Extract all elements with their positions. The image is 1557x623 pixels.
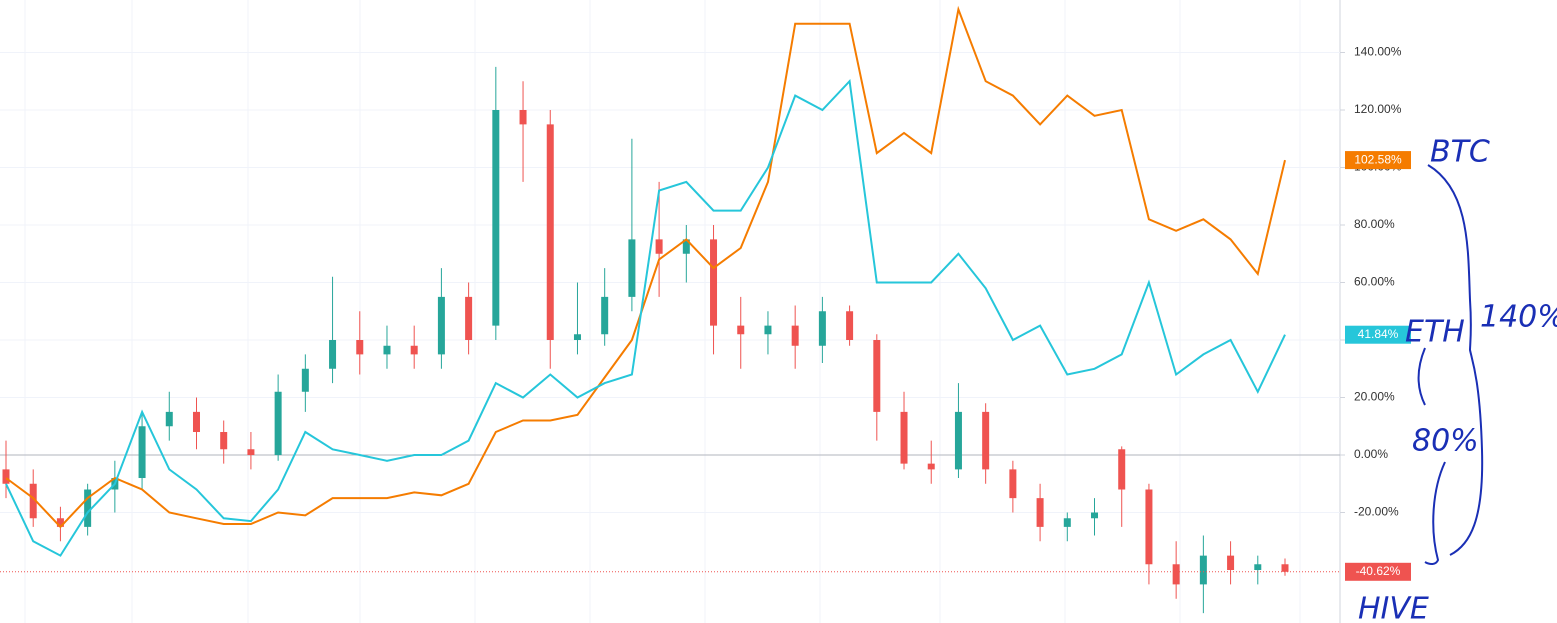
candle-body [274, 391, 282, 456]
candle-body [410, 345, 418, 355]
handwritten-label: BTC [1430, 135, 1490, 170]
candle-body [465, 296, 473, 341]
candle-body [954, 411, 962, 470]
y-tick-label: 0.00% [1354, 447, 1388, 461]
candle-body [1145, 489, 1153, 565]
line-series [5, 78, 1286, 557]
candle-body [329, 340, 337, 369]
candle-body [791, 325, 799, 346]
candle-body [138, 426, 146, 479]
candle-body [682, 239, 690, 254]
candle-body [1009, 469, 1017, 499]
last-value-box [1345, 151, 1411, 170]
candle-body [192, 411, 200, 433]
y-tick-label: 20.00% [1354, 390, 1395, 404]
y-tick-label: 140.00% [1354, 45, 1402, 59]
candle-body [737, 325, 745, 335]
vertical-grid [24, 0, 1301, 623]
handwritten-braces [1417, 164, 1484, 566]
y-tick-label: 80.00% [1354, 217, 1395, 231]
candle-body [1091, 512, 1099, 519]
candle-body [383, 345, 391, 355]
y-tick-label: 120.00% [1354, 102, 1402, 116]
candle-body [601, 296, 609, 335]
handwritten-label: 140% [1480, 300, 1557, 335]
candle-body [1036, 498, 1044, 527]
candle-body [1227, 555, 1235, 571]
y-tick-label: -20.00% [1354, 505, 1399, 519]
candle-body [1063, 518, 1071, 527]
candle-body [1254, 564, 1262, 571]
candle-body [1199, 555, 1207, 585]
candle-body [655, 239, 663, 254]
candle-body [1172, 564, 1180, 585]
y-tick-label: 60.00% [1354, 275, 1395, 289]
handwritten-label: 80% [1412, 424, 1479, 459]
candle-body [84, 489, 92, 527]
line-series [5, 5, 1286, 529]
candle-body [519, 110, 527, 125]
candle-body [628, 239, 636, 297]
candle-body [437, 296, 445, 355]
candle-body [846, 311, 854, 341]
candle-body [900, 411, 908, 464]
candle-body [29, 483, 37, 519]
candle-body [710, 239, 718, 326]
candle-body [492, 110, 500, 326]
candle-body [1281, 564, 1289, 572]
candle-body [927, 463, 935, 470]
last-value-label: -40.62% [1356, 564, 1401, 578]
handwritten-label: ETH [1405, 315, 1465, 350]
candle-body [247, 449, 255, 456]
candle-body [873, 340, 881, 412]
candle-body [220, 432, 228, 450]
last-value-label: 41.84% [1358, 327, 1399, 341]
candle-body [546, 124, 554, 341]
last-value-box [1345, 325, 1411, 344]
candle-body [301, 368, 309, 392]
last-value-box [1345, 562, 1411, 581]
candle-body [982, 411, 990, 470]
last-value-label: 102.58% [1354, 152, 1402, 166]
candle-body [2, 469, 10, 484]
candle-body [818, 311, 826, 346]
candle-body [764, 325, 772, 335]
candle-body [1118, 449, 1126, 490]
handwritten-label: HIVE [1358, 592, 1429, 623]
candle-body [573, 334, 581, 341]
candle-body [356, 340, 364, 355]
candle-body [56, 518, 64, 527]
candle-body [165, 411, 173, 427]
